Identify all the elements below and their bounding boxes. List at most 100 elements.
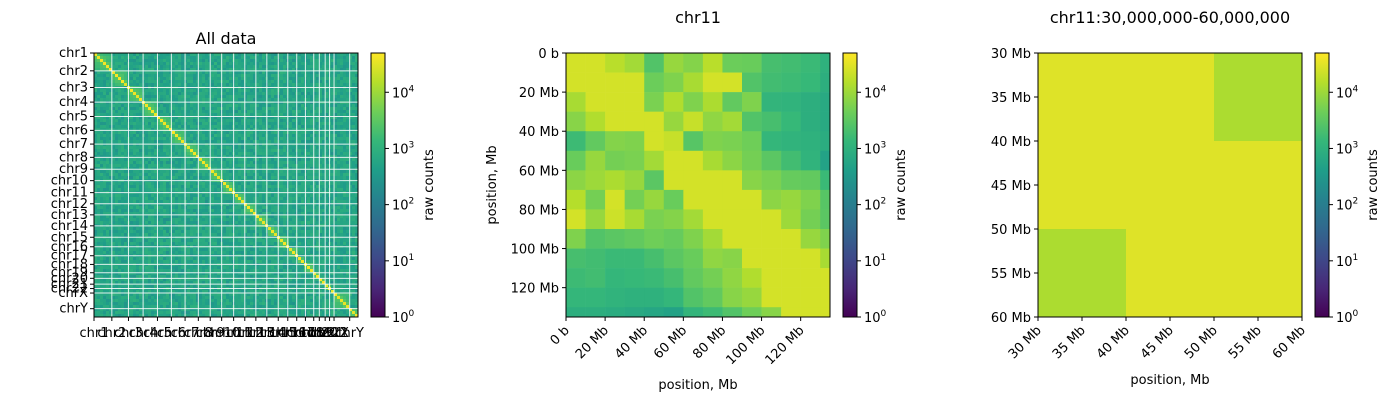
heatmap-cell xyxy=(172,107,176,111)
heatmap-cell xyxy=(289,119,293,123)
heatmap-cell xyxy=(157,143,161,147)
heatmap-cell xyxy=(187,119,191,123)
heatmap-cell xyxy=(112,68,116,72)
heatmap-cell xyxy=(163,104,167,108)
heatmap-cell xyxy=(334,56,338,60)
heatmap-cell xyxy=(193,197,197,201)
heatmap-cell xyxy=(337,140,341,144)
heatmap-cell xyxy=(214,59,218,63)
heatmap-cell xyxy=(166,215,170,219)
heatmap-cell xyxy=(121,56,125,60)
heatmap-cell xyxy=(97,152,101,156)
heatmap-cell xyxy=(259,221,263,225)
heatmap-cell xyxy=(190,80,194,84)
heatmap-cell xyxy=(310,74,314,78)
heatmap-cell xyxy=(169,77,173,81)
heatmap-cell xyxy=(256,131,260,135)
heatmap-cell xyxy=(103,146,107,150)
heatmap-cell xyxy=(202,167,206,171)
heatmap-cell xyxy=(100,101,104,105)
heatmap-cell xyxy=(235,119,239,123)
heatmap-cell xyxy=(172,176,176,180)
heatmap-cell xyxy=(352,119,356,123)
heatmap-cell xyxy=(154,68,158,72)
heatmap-cell xyxy=(340,200,344,204)
heatmap-cell xyxy=(325,176,329,180)
heatmap-cell xyxy=(121,209,125,213)
heatmap-cell xyxy=(97,209,101,213)
heatmap-cell xyxy=(343,200,347,204)
heatmap-cell xyxy=(334,140,338,144)
heatmap-cell xyxy=(226,71,230,75)
heatmap-cell xyxy=(226,110,230,114)
heatmap-cell xyxy=(268,74,272,78)
heatmap-cell xyxy=(262,83,266,87)
heatmap-cell xyxy=(310,92,314,96)
heatmap-cell xyxy=(280,98,284,102)
heatmap-cell xyxy=(172,146,176,150)
heatmap-cell xyxy=(271,116,275,120)
heatmap-cell xyxy=(349,56,353,60)
heatmap-cell xyxy=(130,176,134,180)
heatmap-cell xyxy=(313,53,317,57)
heatmap-cell xyxy=(355,122,359,126)
heatmap-cell xyxy=(346,80,350,84)
heatmap-cell xyxy=(334,119,338,123)
heatmap-cell xyxy=(289,212,293,216)
heatmap-cell xyxy=(355,140,359,144)
heatmap-cell xyxy=(115,101,119,105)
heatmap-cell xyxy=(181,131,185,135)
heatmap-cell xyxy=(241,188,245,192)
heatmap-cell xyxy=(298,173,302,177)
heatmap-cell xyxy=(169,170,173,174)
heatmap-cell xyxy=(235,71,239,75)
heatmap-cell xyxy=(271,164,275,168)
heatmap-cell xyxy=(103,215,107,219)
heatmap-cell xyxy=(223,62,227,66)
heatmap-cell xyxy=(217,89,221,93)
heatmap-cell xyxy=(229,65,233,69)
heatmap-cell xyxy=(124,158,128,162)
heatmap-cell xyxy=(196,197,200,201)
heatmap-cell xyxy=(121,203,125,207)
heatmap-cell xyxy=(322,68,326,72)
heatmap-cell xyxy=(175,92,179,96)
heatmap-cell xyxy=(184,122,188,126)
heatmap-cell xyxy=(283,164,287,168)
heatmap-cell xyxy=(247,104,251,108)
heatmap-cell xyxy=(193,122,197,126)
heatmap-cell xyxy=(310,104,314,108)
heatmap-cell xyxy=(133,218,137,222)
heatmap-cell xyxy=(202,92,206,96)
heatmap-cell xyxy=(289,95,293,99)
heatmap-cell xyxy=(271,95,275,99)
heatmap-cell xyxy=(253,125,257,129)
heatmap-cell xyxy=(349,212,353,216)
heatmap-cell xyxy=(151,170,155,174)
heatmap-cell xyxy=(355,119,359,123)
heatmap-cell xyxy=(169,158,173,162)
heatmap-cell xyxy=(133,83,137,87)
heatmap-cell xyxy=(100,116,104,120)
heatmap-cell xyxy=(271,122,275,126)
heatmap-cell xyxy=(112,212,116,216)
heatmap-cell xyxy=(97,155,101,159)
heatmap-cell xyxy=(202,89,206,93)
heatmap-cell xyxy=(142,188,146,192)
heatmap-cell xyxy=(289,158,293,162)
heatmap-cell xyxy=(187,176,191,180)
heatmap-cell xyxy=(238,164,242,168)
heatmap-cell xyxy=(280,197,284,201)
heatmap-cell xyxy=(112,110,116,114)
heatmap-cell xyxy=(238,221,242,225)
heatmap-cell xyxy=(196,56,200,60)
heatmap-cell xyxy=(130,158,134,162)
heatmap-cell xyxy=(214,65,218,69)
heatmap-cell xyxy=(175,170,179,174)
heatmap-cell xyxy=(334,152,338,156)
heatmap-cell xyxy=(259,65,263,69)
heatmap-cell xyxy=(118,164,122,168)
heatmap-cell xyxy=(169,128,173,132)
heatmap-cell xyxy=(175,194,179,198)
heatmap-cell xyxy=(205,164,209,168)
